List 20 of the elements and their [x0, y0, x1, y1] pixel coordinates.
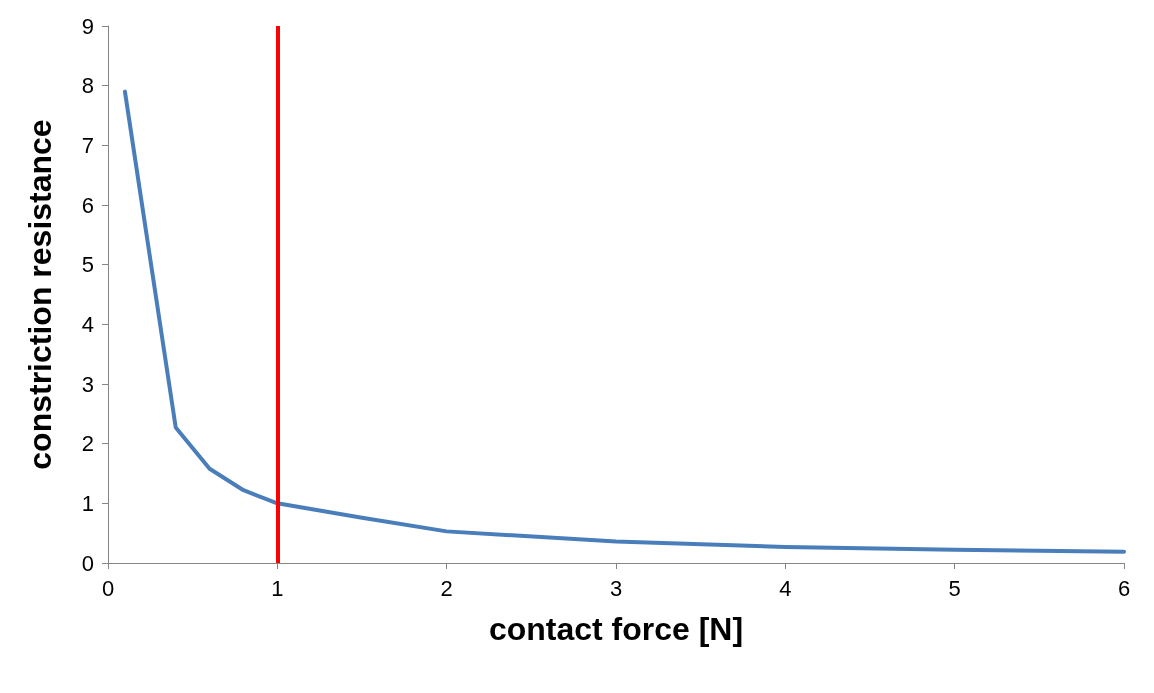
y-tick-label: 9 — [81, 13, 94, 39]
x-tick-label: 2 — [440, 575, 453, 601]
y-tick-label: 8 — [81, 73, 94, 99]
x-tick-label: 1 — [271, 575, 284, 601]
y-tick-label: 2 — [81, 431, 94, 457]
y-tick-label: 3 — [81, 371, 94, 397]
x-tick-label: 3 — [609, 575, 623, 601]
x-axis-title: contact force [N] — [488, 611, 744, 647]
y-tick-label: 6 — [81, 192, 94, 218]
y-tick-label: 1 — [81, 490, 94, 516]
line-series — [122, 89, 1126, 554]
y-tick-label: 5 — [81, 252, 94, 278]
x-tick-label: 0 — [101, 575, 115, 601]
x-tick-label: 5 — [948, 575, 961, 601]
y-tick-label: 7 — [81, 132, 94, 158]
x-tick-label: 4 — [779, 575, 792, 601]
y-axis-title: constriction resistance — [22, 119, 58, 470]
x-tick-label: 6 — [1117, 575, 1131, 601]
y-tick-label: 4 — [81, 311, 94, 337]
y-tick-label: 0 — [81, 550, 94, 576]
